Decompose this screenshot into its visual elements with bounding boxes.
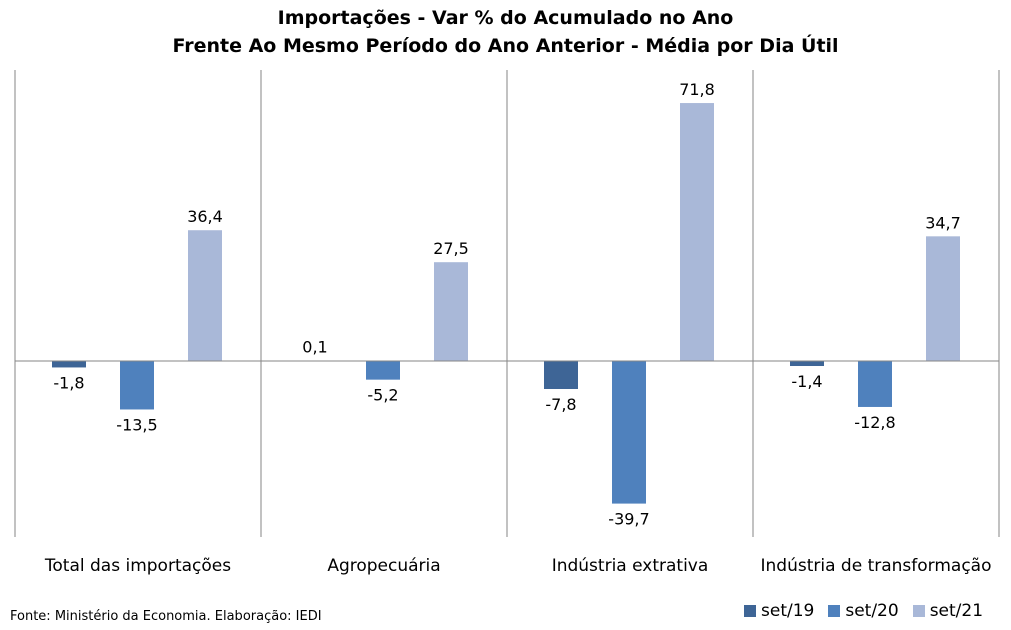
legend-item-set20: set/20 bbox=[828, 601, 899, 621]
legend-item-set19: set/19 bbox=[744, 601, 814, 621]
bar-set20-2 bbox=[366, 360, 400, 380]
data-label: 34,7 bbox=[925, 213, 961, 232]
legend-label-set20: set/20 bbox=[845, 601, 899, 621]
data-label: 36,4 bbox=[187, 207, 223, 226]
bar-set21-1 bbox=[188, 230, 222, 361]
data-label: -39,7 bbox=[608, 510, 649, 529]
chart-subtitle: Frente Ao Mesmo Período do Ano Anterior … bbox=[172, 35, 839, 57]
bar-set21-3 bbox=[680, 103, 714, 361]
bar-set19-4 bbox=[790, 360, 824, 367]
data-label: 0,1 bbox=[302, 338, 327, 357]
category-label: Indústria de transformação bbox=[761, 556, 992, 576]
data-label: 27,5 bbox=[433, 239, 469, 258]
bar-set20-3 bbox=[612, 360, 646, 504]
bar-set21-4 bbox=[926, 236, 960, 361]
legend: set/19 set/20 set/21 bbox=[744, 601, 983, 621]
category-label: Agropecuária bbox=[327, 556, 440, 576]
data-label: -1,8 bbox=[53, 373, 84, 392]
legend-item-set21: set/21 bbox=[912, 601, 984, 621]
data-label: -5,2 bbox=[367, 386, 398, 405]
category-label: Total das importações bbox=[44, 556, 231, 576]
legend-swatch-set21 bbox=[912, 605, 925, 617]
legend-swatch-set19 bbox=[744, 605, 756, 617]
data-label: -7,8 bbox=[545, 395, 576, 414]
data-label: -13,5 bbox=[116, 415, 157, 434]
chart-title: Importações - Var % do Acumulado no Ano bbox=[277, 7, 734, 29]
bar-set19-1 bbox=[52, 360, 86, 368]
legend-label-set21: set/21 bbox=[929, 601, 984, 621]
category-label: Indústria extrativa bbox=[552, 556, 709, 576]
legend-label-set19: set/19 bbox=[761, 601, 815, 621]
source-note: Fonte: Ministério da Economia. Elaboraçã… bbox=[10, 609, 322, 624]
data-label: -1,4 bbox=[791, 372, 822, 391]
bar-set20-4 bbox=[858, 360, 892, 407]
data-label: 71,8 bbox=[679, 80, 715, 99]
bar-set20-1 bbox=[120, 360, 154, 410]
data-label: -12,8 bbox=[854, 413, 895, 432]
bar-set19-3 bbox=[544, 360, 578, 389]
bar-set21-2 bbox=[434, 262, 468, 361]
legend-swatch-set20 bbox=[828, 605, 841, 617]
